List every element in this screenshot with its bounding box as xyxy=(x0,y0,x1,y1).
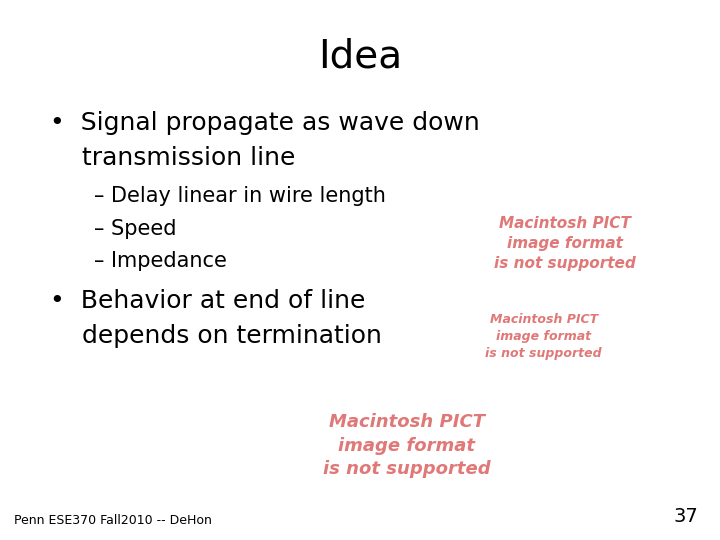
Text: – Delay linear in wire length: – Delay linear in wire length xyxy=(94,186,385,206)
Text: – Impedance: – Impedance xyxy=(94,251,227,271)
Text: Macintosh PICT
image format
is not supported: Macintosh PICT image format is not suppo… xyxy=(495,216,636,271)
Text: Macintosh PICT
image format
is not supported: Macintosh PICT image format is not suppo… xyxy=(485,313,602,360)
Text: •  Signal propagate as wave down: • Signal propagate as wave down xyxy=(50,111,480,134)
Text: Macintosh PICT
image format
is not supported: Macintosh PICT image format is not suppo… xyxy=(323,413,490,478)
Text: Penn ESE370 Fall2010 -- DeHon: Penn ESE370 Fall2010 -- DeHon xyxy=(14,514,212,526)
Text: transmission line: transmission line xyxy=(50,146,296,170)
Text: •  Behavior at end of line: • Behavior at end of line xyxy=(50,289,366,313)
Text: depends on termination: depends on termination xyxy=(50,324,382,348)
Text: Idea: Idea xyxy=(318,38,402,76)
Text: – Speed: – Speed xyxy=(94,219,176,239)
Text: 37: 37 xyxy=(674,508,698,526)
